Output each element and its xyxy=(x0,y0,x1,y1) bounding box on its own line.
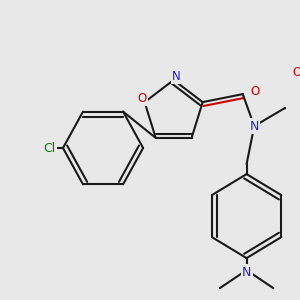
Text: N: N xyxy=(172,70,181,83)
Text: O: O xyxy=(250,85,260,98)
Text: N: N xyxy=(242,266,251,279)
Text: O: O xyxy=(293,66,300,79)
Text: Cl: Cl xyxy=(44,142,56,154)
Text: O: O xyxy=(137,92,146,105)
Text: N: N xyxy=(250,120,259,133)
